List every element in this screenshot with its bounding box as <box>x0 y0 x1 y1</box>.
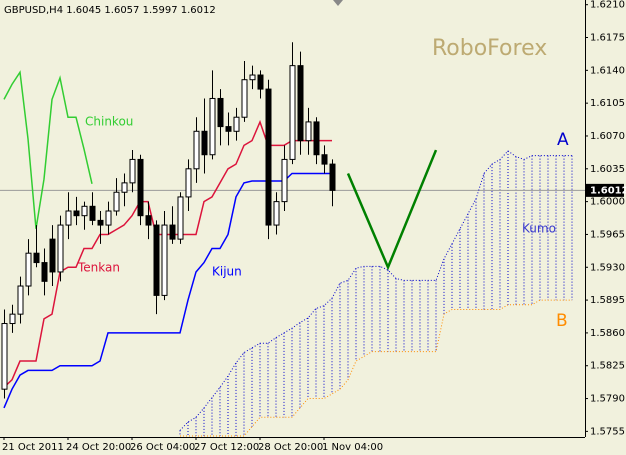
x-tick-label: 26 Oct 04:00 <box>130 442 195 453</box>
candle-body <box>121 182 128 193</box>
candle-body <box>41 262 48 282</box>
y-tick-label: 1.5895 <box>590 295 625 306</box>
candle-body <box>113 191 120 212</box>
series-label: A <box>557 130 569 150</box>
y-tick-label: 1.6140 <box>590 65 625 76</box>
candle-body <box>105 210 112 226</box>
candle-body <box>145 215 152 226</box>
indicator-line <box>180 299 572 437</box>
candle-body <box>289 65 296 160</box>
candle-body <box>273 201 280 226</box>
candle-body <box>49 238 56 273</box>
candle-body <box>217 97 224 128</box>
indicator-line <box>3 172 332 409</box>
candle-body <box>1 323 8 390</box>
y-tick-label: 1.6035 <box>590 164 625 175</box>
x-tick-label: 24 Oct 20:00 <box>66 442 131 453</box>
indicator-line <box>3 70 93 229</box>
candle-body <box>177 196 184 240</box>
y-tick-label: 1.5930 <box>590 262 625 273</box>
candle-body <box>17 285 24 315</box>
forecast-line <box>346 149 438 271</box>
y-tick-label: 1.6000 <box>590 197 625 208</box>
candle-body <box>297 65 304 142</box>
candle-body <box>241 79 248 118</box>
indicator-line <box>3 119 332 388</box>
candle-body <box>97 219 104 226</box>
current-price-label: 1.6012 <box>590 185 626 196</box>
candle-body <box>265 88 272 226</box>
candle-body <box>89 205 96 221</box>
candle-body <box>329 163 336 191</box>
candle-body <box>169 224 176 240</box>
y-tick-label: 1.6175 <box>590 33 625 44</box>
candle-body <box>249 74 256 81</box>
chart-title: GBPUSD,H4 1.6045 1.6057 1.5997 1.6012 <box>4 5 216 16</box>
series-label: Chinkou <box>85 115 133 129</box>
candle-body <box>57 224 64 273</box>
x-tick-label: 21 Oct 2011 <box>2 442 64 453</box>
y-tick-label: 1.6210 <box>590 0 625 11</box>
current-price-box <box>586 183 624 197</box>
candle-body <box>33 252 40 264</box>
candle-body <box>313 121 320 156</box>
x-tick-label: 27 Oct 12:00 <box>194 442 259 453</box>
candle-body <box>193 130 200 170</box>
candle-body <box>153 224 160 296</box>
candle-body <box>161 224 168 296</box>
y-tick-label: 1.5860 <box>590 328 625 339</box>
candle-body <box>25 252 32 287</box>
indicator-line <box>179 150 572 431</box>
candle-body <box>81 205 88 217</box>
candle-body <box>65 210 72 226</box>
y-tick-label: 1.6105 <box>590 98 625 109</box>
y-tick-label: 1.5790 <box>590 394 625 405</box>
candle-body <box>9 313 16 325</box>
cloud-label: Kumo <box>522 222 556 236</box>
candle-body <box>209 97 216 156</box>
candle-body <box>129 158 136 184</box>
candle-body <box>185 168 192 198</box>
candle-body <box>305 121 312 142</box>
y-tick-label: 1.6070 <box>590 131 625 142</box>
y-tick-label: 1.5965 <box>590 229 625 240</box>
candle-body <box>73 210 80 217</box>
y-tick-label: 1.5825 <box>590 361 625 372</box>
x-tick-label: 28 Oct 20:00 <box>258 442 323 453</box>
candle-body <box>281 158 288 203</box>
series-label: B <box>556 311 568 331</box>
watermark: RoboForex <box>432 36 547 61</box>
candle-body <box>257 74 264 90</box>
candle-body <box>137 158 144 217</box>
series-label: Tenkan <box>77 261 120 275</box>
candle-body <box>233 116 240 132</box>
x-tick-label: 1 Nov 04:00 <box>322 442 383 453</box>
series-label: Kijun <box>212 265 242 279</box>
candle-body <box>201 130 208 156</box>
candle-body <box>321 154 328 165</box>
candle-body <box>225 126 232 132</box>
shift-marker <box>333 0 343 6</box>
y-tick-label: 1.5755 <box>590 426 625 437</box>
